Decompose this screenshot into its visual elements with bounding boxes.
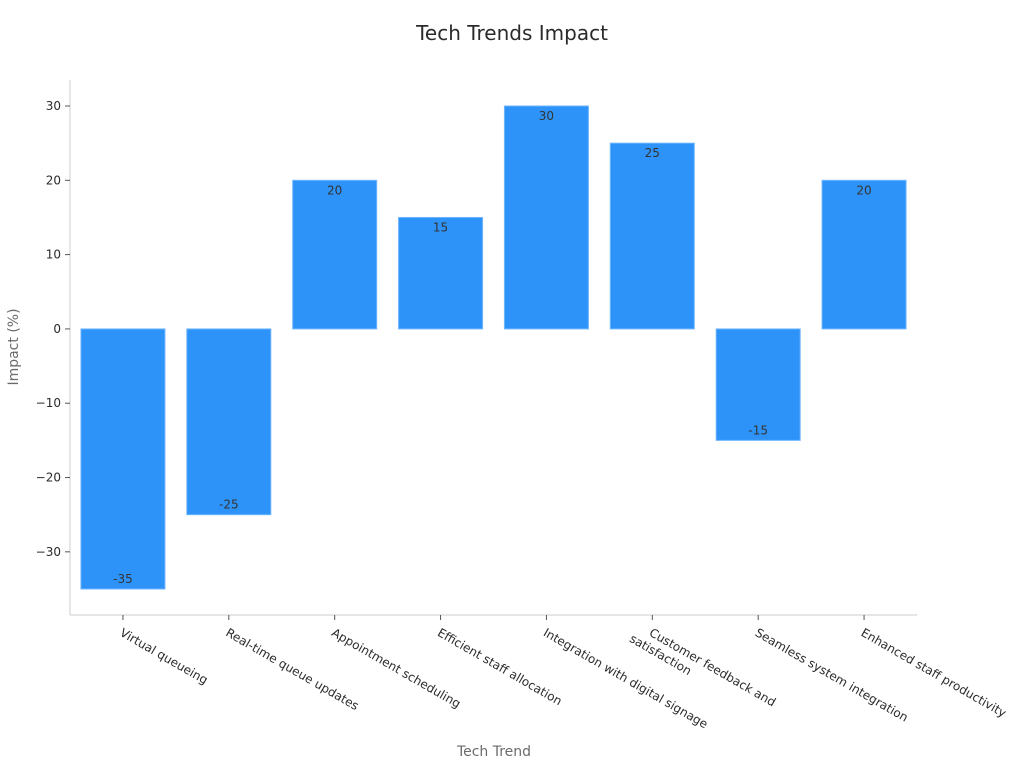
- y-tick-label: 10: [46, 248, 61, 262]
- bar-value-label: -35: [113, 572, 133, 586]
- bar-value-label: -15: [748, 423, 768, 437]
- x-tick-label: Integration with digital signage: [541, 625, 710, 731]
- bar: [186, 328, 272, 516]
- y-axis-label: Impact (%): [6, 308, 22, 385]
- bar-value-label: 30: [539, 109, 554, 123]
- y-tick-label: −10: [36, 396, 61, 410]
- bar-value-label: 25: [645, 146, 660, 160]
- bar: [503, 105, 589, 330]
- x-tick-label-line: Virtual queueing: [117, 625, 210, 687]
- bar: [292, 179, 378, 330]
- bar-value-label: 20: [327, 183, 342, 197]
- bar: [398, 216, 484, 330]
- chart-title: Tech Trends Impact: [415, 21, 608, 45]
- y-tick-label: 0: [53, 322, 61, 336]
- x-axis-label: Tech Trend: [456, 744, 531, 760]
- bar-value-label: -25: [219, 498, 239, 512]
- bar: [715, 328, 801, 441]
- bar: [80, 328, 166, 590]
- y-tick-label: −20: [36, 471, 61, 485]
- bar-value-label: 20: [856, 183, 871, 197]
- bar: [609, 142, 695, 330]
- y-tick-label: −30: [36, 545, 61, 559]
- y-tick-label: 20: [46, 173, 61, 187]
- y-tick-label: 30: [46, 99, 61, 113]
- x-tick-label: Virtual queueing: [117, 625, 210, 687]
- bar: [821, 179, 907, 330]
- bar-value-label: 15: [433, 220, 448, 234]
- x-tick-label-line: Integration with digital signage: [541, 625, 710, 731]
